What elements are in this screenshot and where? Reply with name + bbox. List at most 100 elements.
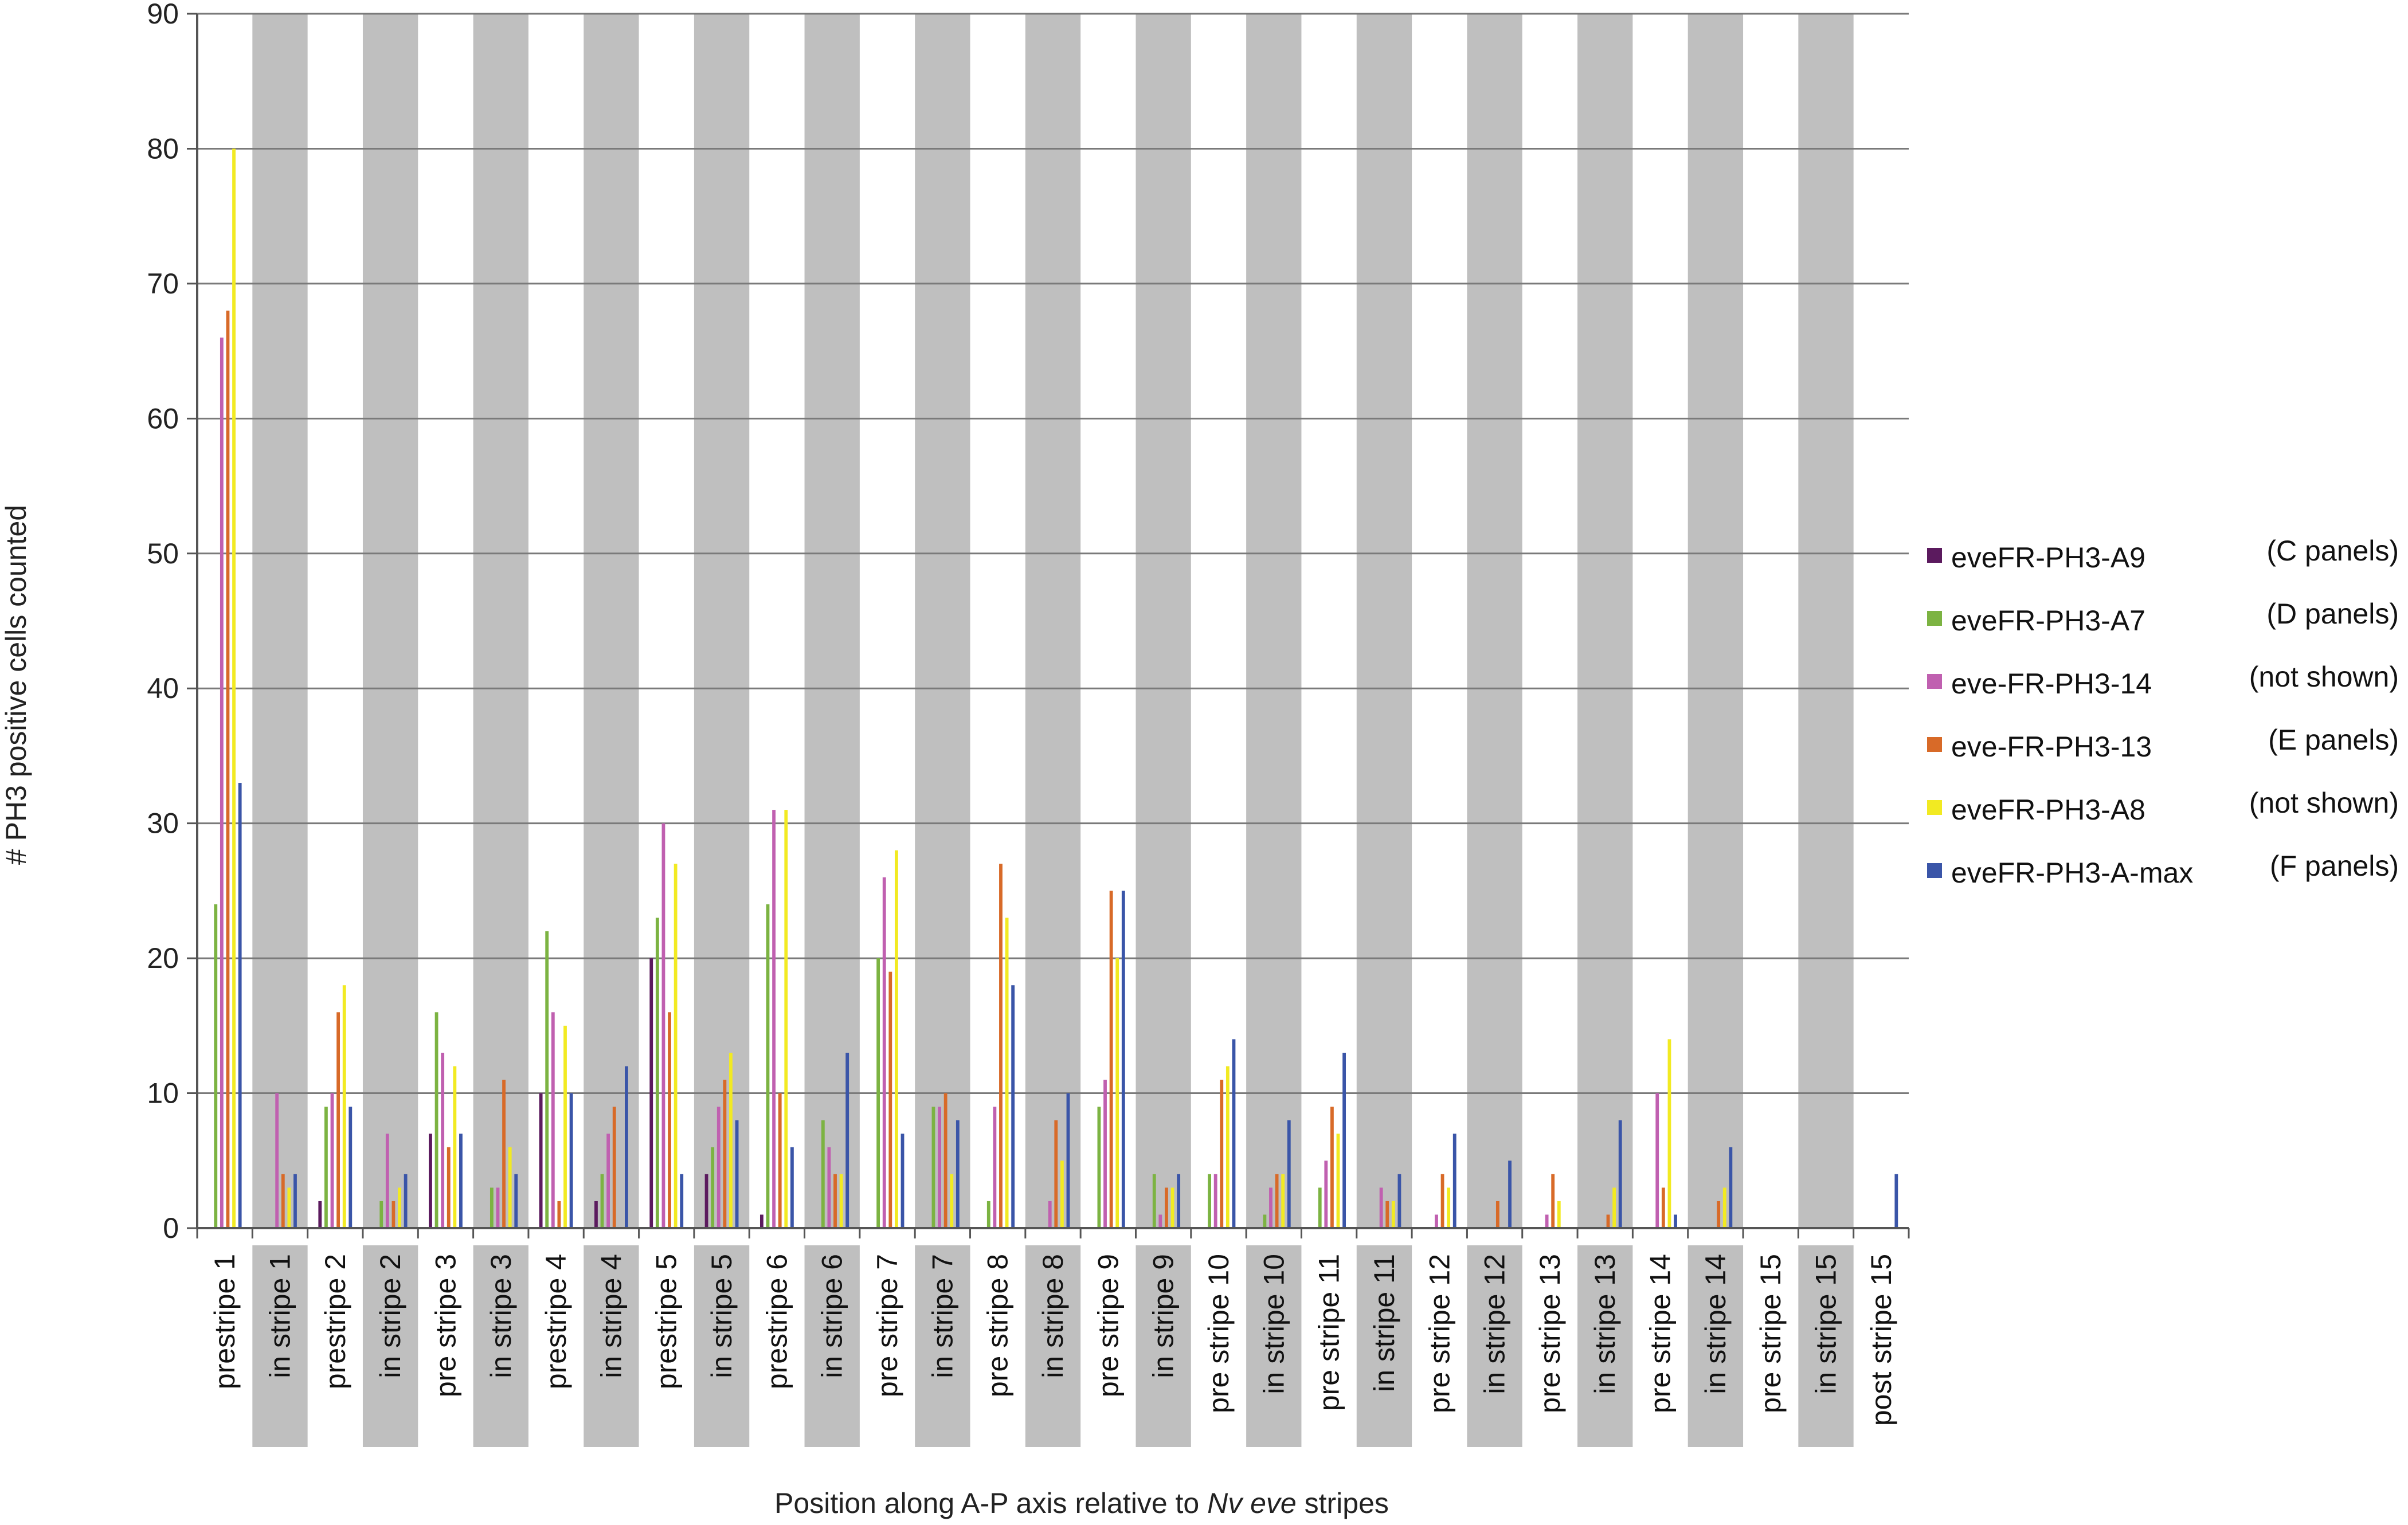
bar bbox=[238, 783, 242, 1228]
x-tick-label: pre stripe 7 bbox=[871, 1254, 903, 1397]
bar bbox=[336, 1012, 340, 1228]
x-tick-label: in stripe 7 bbox=[926, 1254, 958, 1378]
bar bbox=[790, 1147, 794, 1228]
stripe-band bbox=[362, 14, 418, 1228]
x-tick-label: prestripe 6 bbox=[761, 1254, 793, 1389]
bar bbox=[1109, 891, 1113, 1228]
bar bbox=[778, 1093, 782, 1228]
bar bbox=[600, 1174, 604, 1228]
legend-label: eveFR-PH3-A-max bbox=[1951, 857, 2193, 889]
stripe-label-band bbox=[1467, 1245, 1522, 1447]
stripe-label-band bbox=[362, 1245, 418, 1447]
bar bbox=[1177, 1174, 1181, 1228]
bar bbox=[931, 1107, 935, 1228]
x-tick-label: pre stripe 13 bbox=[1534, 1254, 1566, 1413]
stripe-band bbox=[915, 14, 970, 1228]
bar bbox=[950, 1174, 954, 1228]
bar bbox=[1152, 1174, 1156, 1228]
x-tick-label: post stripe 15 bbox=[1865, 1254, 1897, 1426]
bar bbox=[1336, 1134, 1340, 1228]
bar bbox=[385, 1134, 389, 1228]
bar bbox=[1103, 1080, 1107, 1228]
bar bbox=[1048, 1201, 1052, 1228]
legend-swatch bbox=[1927, 737, 1942, 752]
bar bbox=[1275, 1174, 1279, 1228]
bar bbox=[214, 904, 218, 1228]
x-axis-title-part: Position along A-P axis relative to bbox=[774, 1487, 1207, 1519]
stripe-band bbox=[1246, 14, 1302, 1228]
bar bbox=[1618, 1120, 1622, 1228]
bar bbox=[956, 1120, 960, 1228]
bar bbox=[379, 1201, 383, 1228]
x-tick-label: prestripe 4 bbox=[540, 1254, 572, 1389]
bar bbox=[900, 1134, 905, 1228]
bar bbox=[324, 1107, 328, 1228]
bar bbox=[723, 1080, 727, 1228]
x-tick-label: in stripe 12 bbox=[1479, 1254, 1511, 1394]
category-bands bbox=[252, 14, 1854, 1447]
bar bbox=[766, 904, 770, 1228]
x-tick-label: in stripe 11 bbox=[1368, 1254, 1400, 1392]
bar bbox=[287, 1187, 291, 1228]
bar bbox=[716, 1107, 721, 1228]
bar bbox=[1225, 1066, 1230, 1228]
legend-note: (E panels) bbox=[2268, 724, 2399, 756]
bar bbox=[1263, 1214, 1267, 1228]
bar bbox=[220, 338, 224, 1228]
stripe-band bbox=[1687, 14, 1744, 1228]
stripe-label-band bbox=[915, 1245, 970, 1447]
bar bbox=[943, 1093, 947, 1228]
legend-swatch bbox=[1927, 611, 1942, 626]
bar bbox=[784, 810, 788, 1228]
bar bbox=[1447, 1187, 1451, 1228]
stripe-band bbox=[252, 14, 308, 1228]
bar bbox=[232, 148, 236, 1228]
legend-note: (not shown) bbox=[2249, 661, 2399, 693]
bar bbox=[772, 810, 776, 1228]
x-tick-label: in stripe 8 bbox=[1037, 1254, 1069, 1378]
stripe-label-band bbox=[1687, 1245, 1744, 1447]
bar bbox=[514, 1174, 518, 1228]
y-tick-label: 40 bbox=[147, 672, 179, 704]
stripe-label-band bbox=[1798, 1245, 1854, 1447]
legend-swatch bbox=[1927, 548, 1942, 563]
bar bbox=[1005, 918, 1009, 1228]
bar bbox=[441, 1052, 445, 1228]
bar bbox=[490, 1187, 494, 1228]
y-tick-label: 20 bbox=[147, 942, 179, 974]
legend-swatch bbox=[1927, 674, 1942, 689]
stripe-label-band bbox=[694, 1245, 750, 1447]
legend-note: (F panels) bbox=[2270, 850, 2399, 882]
bar bbox=[1066, 1093, 1070, 1228]
legend-label: eve-FR-PH3-13 bbox=[1951, 731, 2152, 763]
bar bbox=[1097, 1107, 1101, 1228]
legend-label: eveFR-PH3-A8 bbox=[1951, 794, 2145, 826]
bar bbox=[1165, 1187, 1168, 1228]
bar bbox=[1655, 1093, 1659, 1228]
bar bbox=[502, 1080, 506, 1228]
bar bbox=[1722, 1187, 1726, 1228]
bar bbox=[349, 1107, 353, 1228]
x-tick-label: in stripe 9 bbox=[1148, 1254, 1180, 1378]
bar bbox=[330, 1093, 334, 1228]
bar bbox=[594, 1201, 598, 1228]
bar bbox=[569, 1093, 573, 1228]
x-axis-title-italic: Nv eve bbox=[1207, 1487, 1297, 1519]
bar bbox=[281, 1174, 285, 1228]
bar bbox=[711, 1147, 715, 1228]
x-tick-label: in stripe 10 bbox=[1258, 1254, 1290, 1394]
legend: eveFR-PH3-A9 (C panels) eveFR-PH3-A7 (D pan… bbox=[1927, 535, 2399, 889]
bar bbox=[888, 971, 892, 1228]
x-tick-label: pre stripe 15 bbox=[1755, 1254, 1787, 1413]
bar bbox=[226, 310, 230, 1228]
x-tick-label: pre stripe 14 bbox=[1645, 1254, 1677, 1413]
bar bbox=[1121, 891, 1125, 1228]
bar bbox=[434, 1012, 438, 1228]
bar bbox=[735, 1120, 739, 1228]
bar bbox=[704, 1174, 708, 1228]
bar bbox=[674, 864, 678, 1228]
bar bbox=[453, 1066, 457, 1228]
bar bbox=[759, 1214, 763, 1228]
x-tick-label: pre stripe 3 bbox=[429, 1254, 461, 1397]
